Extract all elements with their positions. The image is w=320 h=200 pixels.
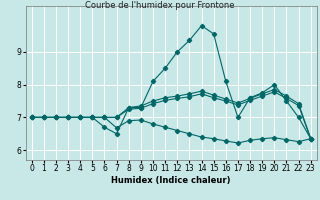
X-axis label: Humidex (Indice chaleur): Humidex (Indice chaleur) — [111, 176, 231, 185]
Text: Courbe de l'humidex pour Frontone: Courbe de l'humidex pour Frontone — [85, 1, 235, 10]
